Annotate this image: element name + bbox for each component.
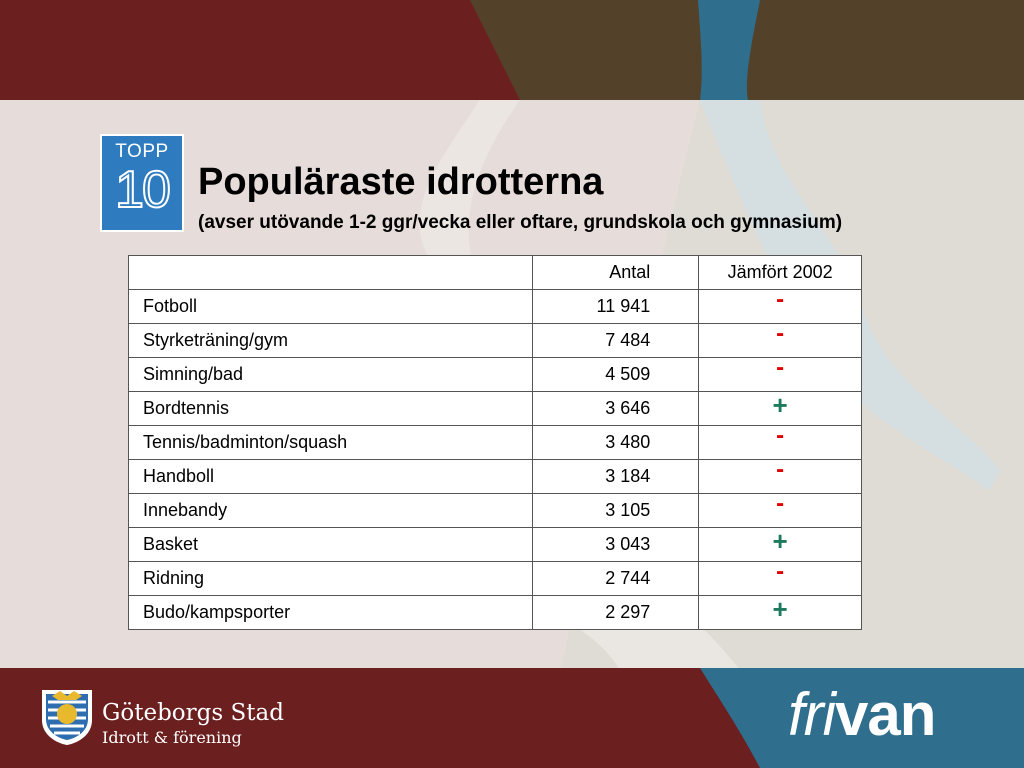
table-row: Ridning 2 744 -: [127, 559, 862, 596]
frivan-logo: frivan: [788, 680, 936, 749]
sport-count: 3 480: [532, 425, 700, 460]
sport-name: Bordtennis: [127, 391, 534, 426]
change-cell: +: [698, 389, 862, 426]
minus-icon: -: [776, 285, 785, 313]
change-cell: -: [698, 355, 862, 392]
sport-count: 3 646: [532, 391, 700, 426]
page-title: Populäraste idrotterna: [198, 161, 604, 203]
sport-count: 3 105: [532, 493, 700, 528]
sport-count: 3 184: [532, 459, 700, 494]
table-row: Innebandy 3 105 -: [127, 491, 862, 528]
goteborg-coat-of-arms-icon: [42, 690, 92, 746]
minus-icon: -: [776, 421, 785, 449]
table-row: Tennis/badminton/squash 3 480 -: [127, 423, 862, 460]
sport-name: Tennis/badminton/squash: [127, 425, 534, 460]
header-sport: [127, 255, 534, 290]
logo-number: 10: [114, 161, 172, 219]
table-row: Handboll 3 184 -: [127, 457, 862, 494]
sports-table: Antal Jämfört 2002 Fotboll 11 941- Styrket…: [127, 255, 862, 630]
change-cell: +: [698, 525, 862, 562]
sport-count: 2 297: [532, 595, 700, 630]
minus-icon: -: [776, 353, 785, 381]
table-row: Basket 3 043 +: [127, 525, 862, 562]
sport-name: Simning/bad: [127, 357, 534, 392]
change-cell: -: [698, 321, 862, 358]
minus-icon: -: [776, 489, 785, 517]
header-antal: Antal: [532, 255, 700, 290]
logo-topp-label: TOPP: [115, 141, 169, 162]
change-cell: +: [698, 593, 862, 630]
sport-name: Fotboll: [127, 289, 534, 324]
sport-name: Basket: [127, 527, 534, 562]
sport-count: 4 509: [532, 357, 700, 392]
sport-count: 3 043: [532, 527, 700, 562]
brand-suffix: van: [834, 681, 936, 748]
sport-count: 2 744: [532, 561, 700, 596]
sport-count: 7 484: [532, 323, 700, 358]
table-row: Styrketräning/gym 7 484 -: [127, 321, 862, 358]
change-cell: -: [698, 491, 862, 528]
org-name: Göteborgs Stad: [102, 700, 284, 726]
minus-icon: -: [776, 319, 785, 347]
change-cell: -: [698, 423, 862, 460]
plus-icon: +: [772, 593, 788, 624]
minus-icon: -: [776, 455, 785, 483]
plus-icon: +: [772, 525, 788, 556]
sport-name: Ridning: [127, 561, 534, 596]
table-row: Budo/kampsporter 2 297 +: [127, 593, 862, 630]
change-cell: -: [698, 287, 862, 324]
topp-10-logo: TOPP 10: [100, 134, 184, 232]
sport-count: 11 941: [532, 289, 700, 324]
sport-name: Innebandy: [127, 493, 534, 528]
page-subtitle: (avser utövande 1-2 ggr/vecka eller ofta…: [198, 212, 843, 233]
org-department: Idrott & förening: [102, 728, 242, 747]
sport-name: Handboll: [127, 459, 534, 494]
table-row: Simning/bad 4 509 -: [127, 355, 862, 392]
sport-name: Budo/kampsporter: [127, 595, 534, 630]
header-compare: Jämfört 2002: [698, 255, 862, 290]
minus-icon: -: [776, 557, 785, 585]
brand-prefix: fri: [788, 681, 836, 748]
plus-icon: +: [772, 389, 788, 420]
table-row: Bordtennis 3 646 +: [127, 389, 862, 426]
table-header-row: Antal Jämfört 2002: [127, 255, 862, 290]
change-cell: -: [698, 457, 862, 494]
table-row: Fotboll 11 941 -: [127, 287, 862, 324]
sport-name: Styrketräning/gym: [127, 323, 534, 358]
change-cell: -: [698, 559, 862, 596]
